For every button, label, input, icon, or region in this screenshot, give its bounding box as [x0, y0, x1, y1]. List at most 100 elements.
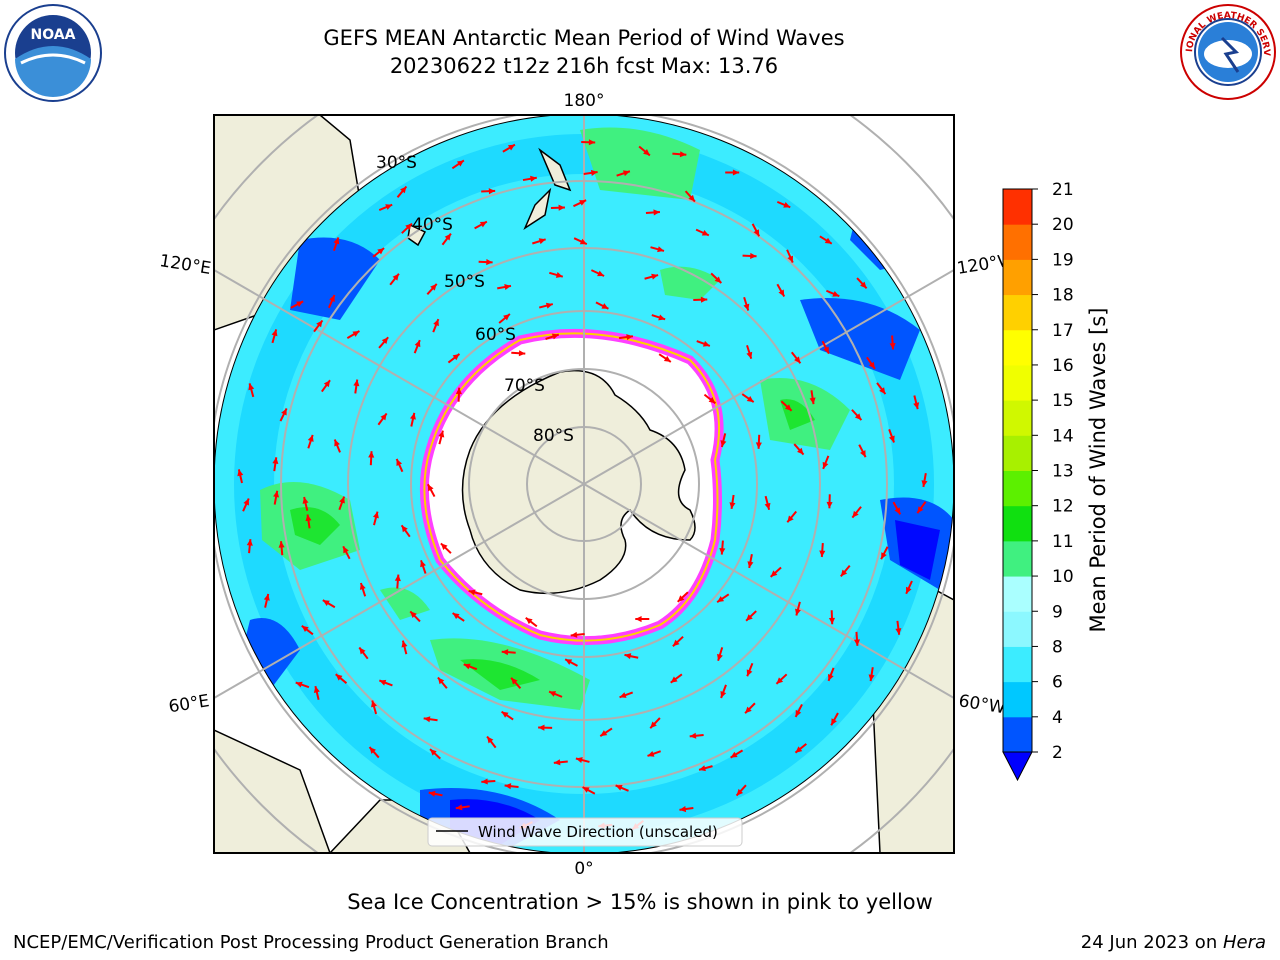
colorbar-segment [1003, 294, 1032, 331]
wave-direction-arrowhead [832, 290, 840, 297]
colorbar-tick-label: 9 [1052, 602, 1063, 622]
wave-direction-arrowhead [860, 281, 867, 289]
wave-direction-arrowhead [579, 200, 587, 206]
wave-direction-arrowhead [368, 451, 375, 458]
wave-direction-arrowhead [243, 498, 249, 506]
wave-direction-arrowhead [430, 749, 437, 756]
wave-direction-arrowhead [486, 259, 493, 266]
lat-label-40s: 40°S [412, 215, 453, 235]
wave-direction-arrowhead [430, 283, 437, 291]
wave-direction-arrowhead [440, 543, 448, 551]
wave-direction-arrowhead [553, 759, 561, 766]
wave-direction-arrowhead [272, 457, 279, 464]
wave-direction-arrowhead [717, 596, 725, 603]
wave-direction-arrowhead [906, 586, 912, 594]
wave-direction-arrowhead [380, 413, 387, 421]
wave-direction-arrowhead [438, 430, 445, 438]
colorbar-tick-label: 16 [1052, 356, 1074, 376]
colorbar-tick-label: 2 [1052, 743, 1063, 763]
wave-direction-arrowhead [689, 732, 697, 739]
colorbar-tick-label: 6 [1052, 673, 1063, 693]
wave-direction-arrowhead [702, 340, 710, 347]
wave-direction-arrowhead [823, 346, 829, 354]
map-area [214, 115, 954, 853]
wave-direction-arrowhead [701, 230, 709, 236]
wave-direction-arrowhead [755, 442, 762, 449]
wave-direction-arrowhead [894, 507, 901, 515]
wave-direction-arrowhead [794, 608, 801, 616]
wave-direction-arrowhead [423, 716, 431, 723]
wave-direction-arrowhead [677, 595, 685, 602]
wave-direction-arrowhead [753, 229, 760, 237]
footer-date-text: 24 Jun 2023 on [1080, 932, 1223, 953]
wave-direction-arrowhead [400, 186, 407, 194]
wave-direction-arrowhead [853, 639, 861, 646]
wave-direction-arrowhead [246, 539, 253, 546]
colorbar-segment [1003, 435, 1032, 471]
wave-direction-arrowhead [369, 747, 376, 754]
wave-direction-arrowhead [359, 582, 366, 590]
wave-direction-arrowhead [565, 659, 573, 665]
wave-direction-arrowhead [795, 709, 802, 717]
wave-direction-arrowhead [881, 552, 887, 560]
colorbar-tick-label: 14 [1052, 426, 1074, 446]
wave-direction-arrowhead [624, 653, 632, 660]
wave-direction-arrowhead [394, 574, 401, 582]
wave-direction-arrowhead [719, 548, 726, 555]
wave-direction-arrowhead [787, 255, 793, 263]
wave-direction-arrowhead [545, 302, 553, 309]
wave-direction-arrowhead [428, 790, 436, 797]
sea-ice-note: Sea Ice Concentration > 15% is shown in … [347, 890, 933, 914]
wave-direction-arrowhead [405, 223, 412, 231]
chart-subtitle: 20230622 t12z 216h fcst Max: 13.76 [389, 54, 779, 78]
colorbar-segment [1003, 259, 1032, 296]
wave-direction-arrowhead [444, 233, 451, 241]
colorbar-segment [1003, 400, 1032, 436]
map-figure: 180° 120°E 120°W 60°E 60°W 0° 30°S 40°S … [158, 91, 1110, 879]
wave-direction-arrowhead [714, 276, 722, 284]
wave-direction-arrowhead [653, 209, 660, 216]
wave-direction-arrowhead [313, 686, 320, 693]
wave-direction-arrowhead [558, 204, 565, 211]
wave-direction-arrowhead [385, 204, 393, 210]
colorbar-segment [1003, 611, 1032, 647]
wave-direction-arrowhead [745, 706, 752, 714]
wave-direction-arrowhead [590, 169, 598, 176]
wave-direction-arrowhead [597, 270, 605, 277]
colorbar-under-arrow [1002, 751, 1033, 782]
colorbar-segment [1003, 189, 1032, 225]
wave-direction-arrowhead [750, 252, 757, 260]
wave-direction-arrowhead [281, 408, 287, 416]
wave-direction-arrowhead [570, 631, 578, 638]
wave-direction-arrowhead [507, 144, 515, 151]
lat-label-60s: 60°S [475, 325, 516, 345]
map-legend: Wind Wave Direction (unscaled) [427, 817, 743, 847]
wave-direction-arrowhead [372, 511, 379, 519]
wave-direction-arrowhead [263, 593, 270, 601]
wave-direction-arrowhead [658, 314, 666, 321]
wave-direction-arrowhead [700, 296, 708, 303]
wave-direction-arrowhead [456, 160, 464, 167]
wave-direction-arrowhead [809, 397, 816, 405]
wave-direction-arrowhead [708, 396, 716, 404]
colorbar: 2 4 6 8 9 10 11 12 13 14 15 16 17 18 19 20 21 [1002, 180, 1074, 782]
wave-direction-arrowhead [501, 649, 509, 656]
wave-direction-arrowhead [828, 617, 836, 625]
wave-direction-arrowhead [296, 301, 304, 307]
lon-label-60e: 60°E [167, 691, 211, 717]
colorbar-segment [1003, 224, 1032, 260]
colorbar-tick-label: 21 [1052, 180, 1074, 200]
wave-direction-arrowhead [273, 490, 280, 498]
wave-direction-arrowhead [819, 550, 826, 557]
wave-direction-arrowhead [555, 272, 563, 278]
wave-direction-arrowhead [452, 353, 460, 361]
wave-direction-arrowhead [525, 617, 533, 625]
wave-direction-arrowhead [409, 412, 416, 420]
wave-direction-arrowhead [868, 361, 875, 369]
lat-label-30s: 30°S [376, 153, 417, 173]
lon-label-60w: 60°W [957, 691, 1007, 718]
wave-direction-arrowhead [797, 447, 804, 455]
wave-direction-arrowhead [278, 541, 285, 548]
wave-direction-arrowhead [392, 273, 399, 281]
wave-direction-arrowhead [746, 669, 753, 677]
